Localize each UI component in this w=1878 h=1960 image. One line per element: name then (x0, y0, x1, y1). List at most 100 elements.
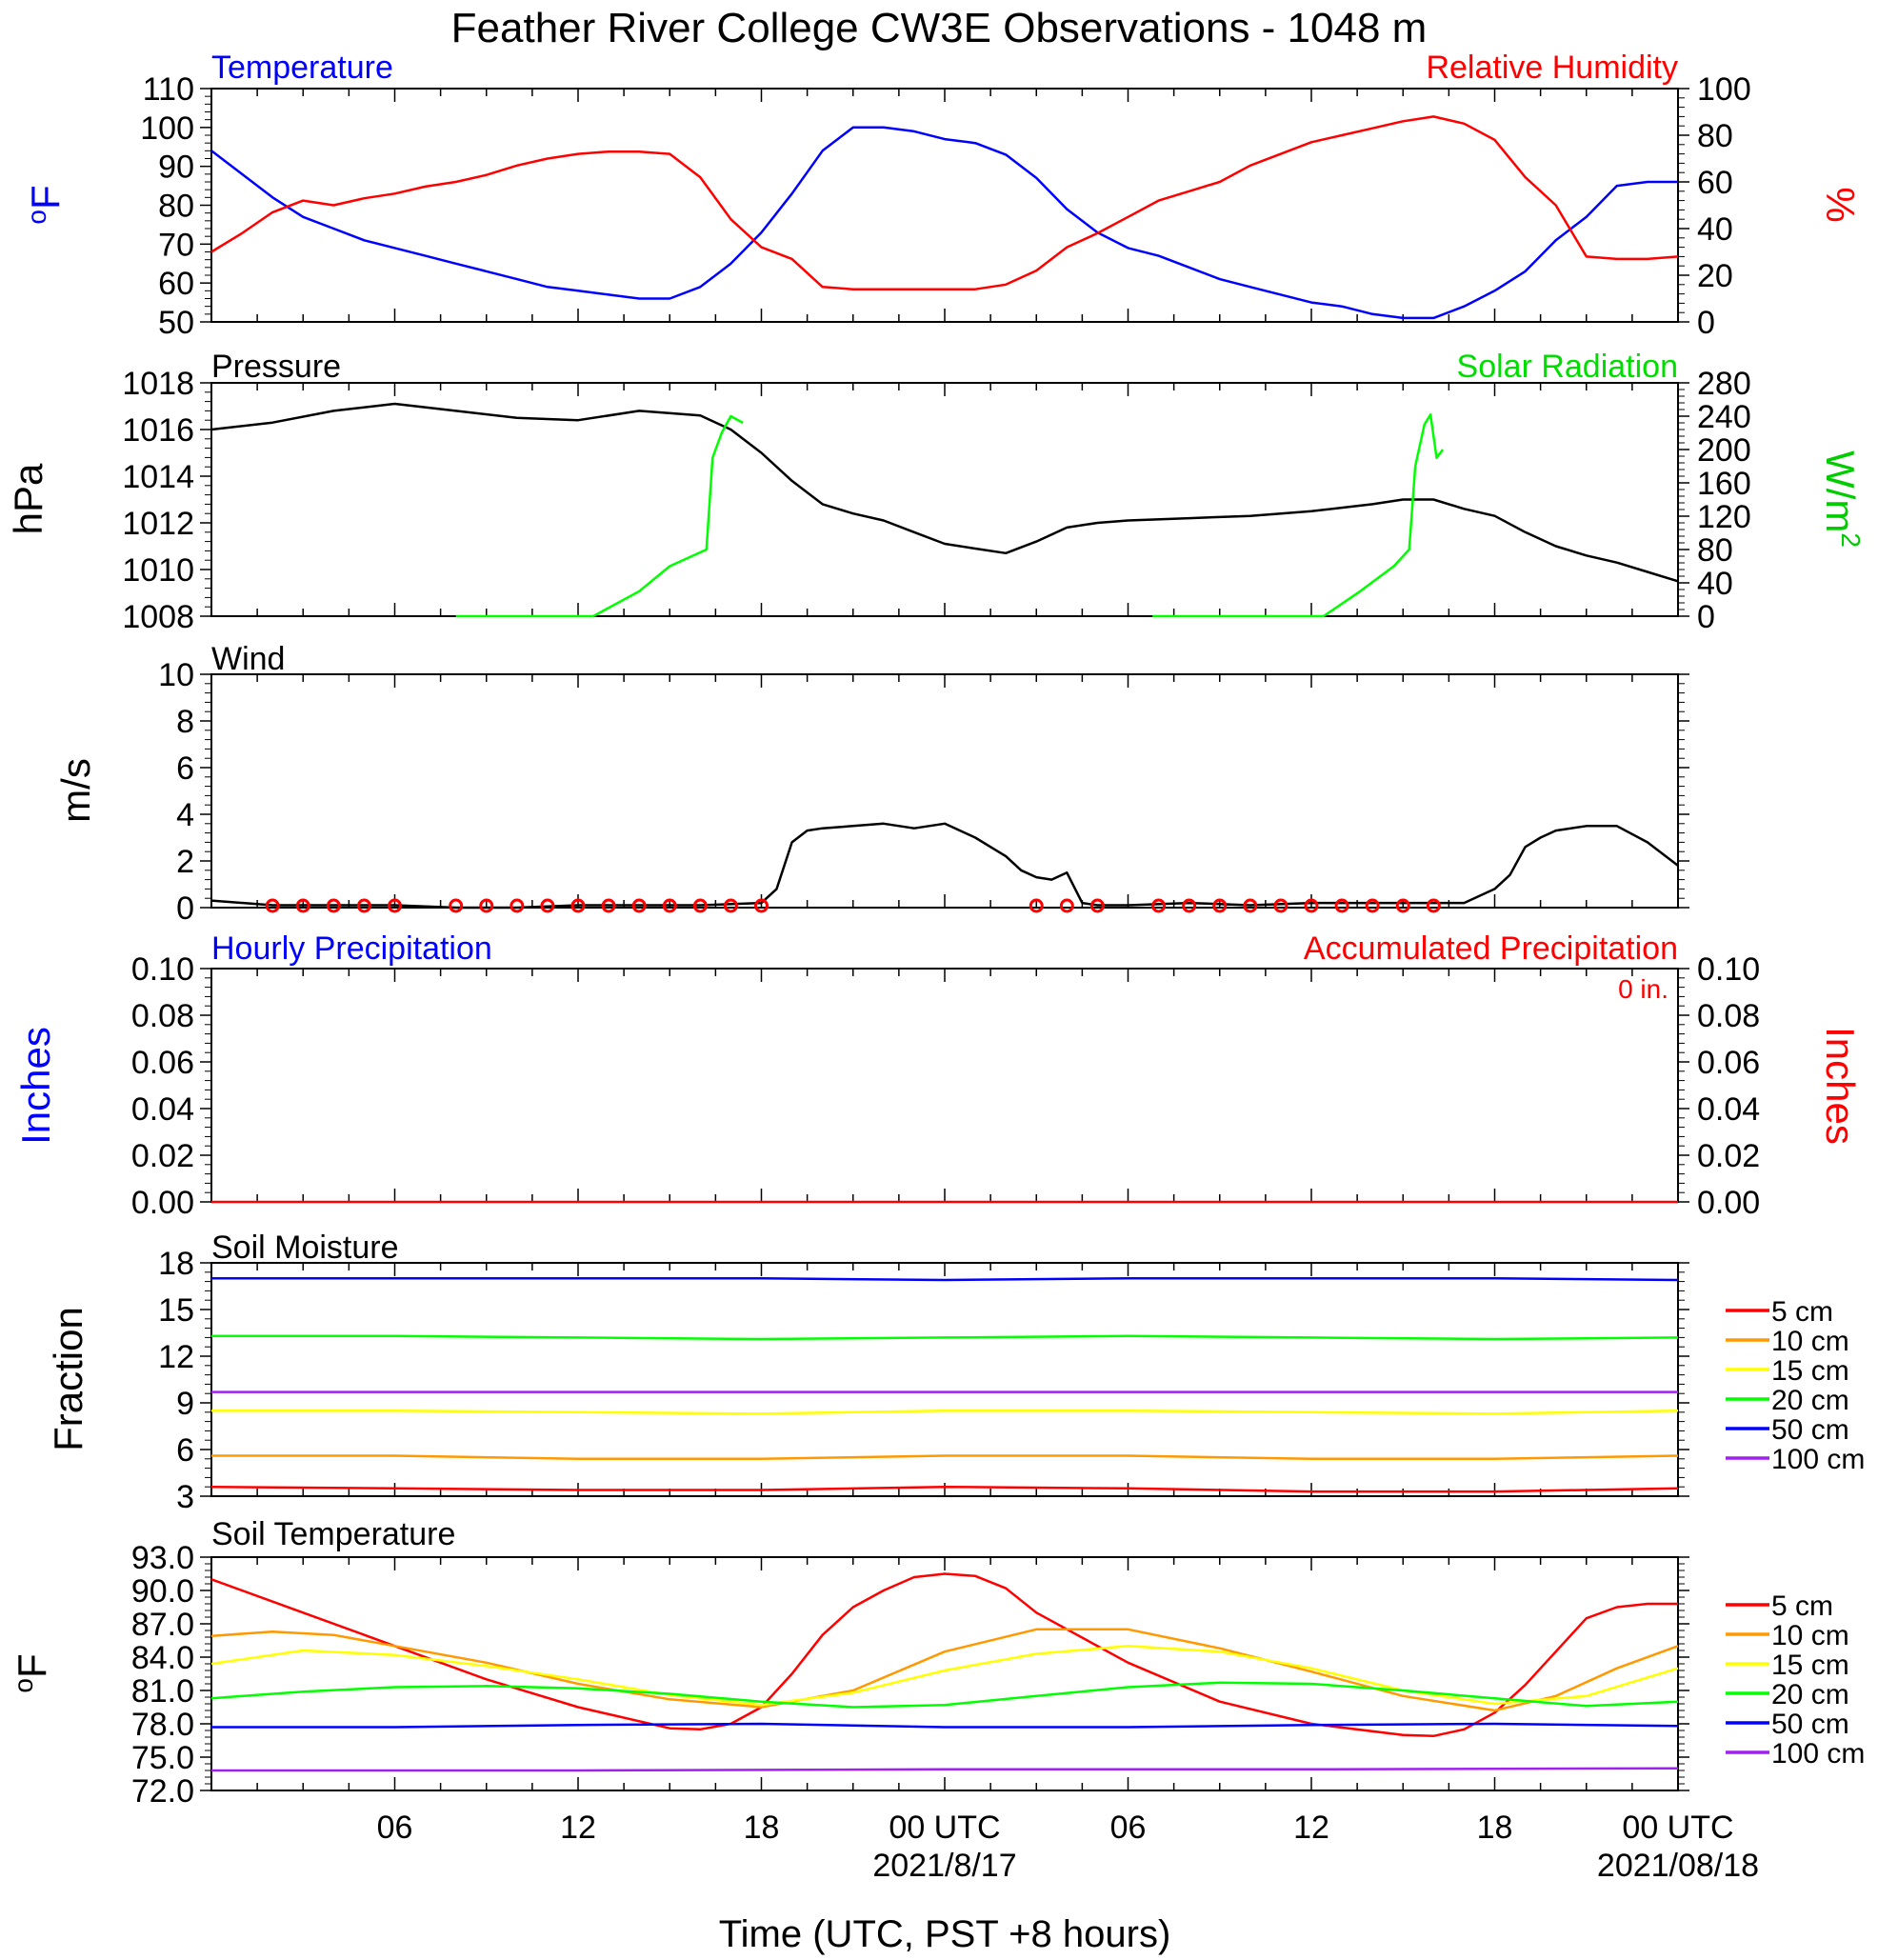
y-tick-label-right: 240 (1697, 399, 1751, 435)
series-solar-radiation (1152, 413, 1445, 618)
wind-barb-calm (631, 898, 647, 913)
y-tick-label-right: 80 (1697, 118, 1733, 154)
legend-label: 10 cm (1771, 1620, 1849, 1651)
y-tick-label: 110 (143, 71, 194, 108)
panel-frame (210, 673, 1679, 909)
series-5-cm (210, 1572, 1678, 1738)
y-tick-label: 1014 (122, 459, 194, 495)
panel-soil-temperature: Soil Temperature oF (9, 1516, 1679, 1791)
y-tick-label-right: 120 (1697, 499, 1751, 535)
x-tick-label: 06 (1110, 1810, 1147, 1846)
y-tick-label: 81.0 (131, 1673, 194, 1710)
wind-barb-calm (662, 898, 677, 913)
y-tick-label-right: 0 (1697, 599, 1715, 635)
accumulated-precip-title: Accumulated Precipitation (1304, 930, 1678, 967)
soil-moisture-title: Soil Moisture (211, 1230, 399, 1266)
y-tick-label: 1016 (122, 412, 194, 449)
series-100-cm (211, 1767, 1679, 1772)
solar-title: Solar Radiation (1457, 349, 1678, 385)
y-tick-label: 90 (158, 150, 194, 186)
chart-marks: 5060708090100110020406080100100810101012… (122, 71, 1865, 1884)
wind-barb-calm (356, 898, 371, 913)
wind-barb-calm (1273, 898, 1289, 913)
legend-label: 15 cm (1771, 1355, 1849, 1387)
wind-barb-calm (692, 898, 708, 913)
y-tick-label-right: 0.08 (1697, 998, 1760, 1034)
y-tick-label-right: 160 (1697, 466, 1751, 502)
series-20-cm (210, 1681, 1679, 1709)
y-tick-label: 3 (176, 1479, 194, 1515)
y-tick-label: 0.06 (131, 1045, 194, 1081)
panel-3-marks: 0.00 0.02 0.04 0.06 0.08 0.10 0.00 0.02 0.04 0.06… (131, 951, 1760, 1221)
wind-barb-calm (1029, 898, 1044, 913)
hourly-precip-axis-label: Inches (13, 1027, 58, 1145)
y-tick-label: 6 (176, 1432, 194, 1469)
y-tick-label: 100 (140, 110, 194, 147)
y-tick-label-right: 0.04 (1697, 1091, 1760, 1128)
accumulated-precip-axis-label: Inches (1818, 1027, 1863, 1145)
legend-label: 100 cm (1771, 1738, 1865, 1770)
y-tick-label-right: 0.10 (1697, 951, 1760, 988)
y-tick-label: 0.08 (131, 998, 194, 1034)
x-axis-label: Time (UTC, PST +8 hours) (719, 1913, 1171, 1955)
series-20-cm (211, 1334, 1679, 1341)
wind-barb-calm (326, 898, 341, 913)
wind-axis-label: m/s (53, 758, 98, 823)
wind-barb-calm (1334, 898, 1349, 913)
y-tick-label: 80 (158, 189, 194, 225)
series-15-cm (211, 1409, 1679, 1415)
y-tick-label: 1008 (122, 599, 194, 635)
x-tick-label: 00 UTC (889, 1810, 1000, 1846)
temperature-title: Temperature (211, 50, 393, 86)
y-tick-label-right: 60 (1697, 165, 1733, 201)
y-tick-label: 90.0 (131, 1573, 194, 1610)
y-tick-label: 75.0 (131, 1740, 194, 1776)
wind-barb-calm (754, 898, 769, 913)
series-5-cm (210, 1485, 1679, 1493)
x-tick-label: 12 (560, 1810, 596, 1846)
temperature-axis-label: oF (22, 185, 68, 224)
x-tick-label: 12 (1293, 1810, 1329, 1846)
y-tick-label: 1012 (122, 506, 194, 542)
legend-label: 5 cm (1771, 1590, 1833, 1622)
y-tick-label: 6 (176, 750, 194, 787)
y-tick-label: 0.00 (131, 1185, 194, 1221)
y-tick-label: 70 (158, 227, 194, 263)
panel-precipitation: Hourly Precipitation Accumulated Precipi… (13, 930, 1863, 1203)
x-tick-date: 2021/08/18 (1597, 1848, 1759, 1884)
y-tick-label-right: 200 (1697, 432, 1751, 469)
y-tick-label: 0 (176, 890, 194, 927)
wind-barb-calm (1365, 898, 1380, 913)
x-tick-label: 18 (1477, 1810, 1513, 1846)
y-tick-label-right: 80 (1697, 532, 1733, 569)
x-tick-label: 06 (377, 1810, 413, 1846)
x-tick-label: 00 UTC (1622, 1810, 1733, 1846)
wind-barb-calm (1059, 898, 1074, 913)
y-tick-label: 1010 (122, 552, 194, 589)
humidity-axis-label: % (1818, 187, 1863, 222)
series-10-cm (211, 1454, 1679, 1461)
panel-wind: Wind m/s (53, 641, 1679, 909)
wind-barb-calm (540, 898, 555, 913)
panel-soil-moisture: Soil Moisture Fraction (46, 1230, 1679, 1497)
y-tick-label: 18 (158, 1246, 194, 1282)
wind-barb-calm (449, 898, 464, 913)
panel-temperature-humidity: Temperature Relative Humidity oF % (22, 50, 1863, 323)
accumulated-precip-total: 0 in. (1618, 974, 1668, 1004)
y-tick-label: 0.10 (131, 951, 194, 988)
y-tick-label: 60 (158, 266, 194, 302)
y-tick-label: 15 (158, 1292, 194, 1329)
y-tick-label: 2 (176, 844, 194, 880)
y-tick-label: 4 (176, 797, 194, 833)
y-tick-label-right: 0.06 (1697, 1045, 1760, 1081)
legend-label: 20 cm (1771, 1679, 1849, 1710)
soil-temperature-axis-label: oF (9, 1653, 54, 1692)
legend-label: 5 cm (1771, 1296, 1833, 1328)
wind-barb-calm (1243, 898, 1258, 913)
y-tick-label: 12 (158, 1339, 194, 1375)
x-tick-date: 2021/8/17 (872, 1848, 1016, 1884)
y-tick-label-right: 280 (1697, 366, 1751, 402)
series-50-cm (211, 1277, 1679, 1282)
figure-title: Feather River College CW3E Observations … (451, 5, 1428, 51)
